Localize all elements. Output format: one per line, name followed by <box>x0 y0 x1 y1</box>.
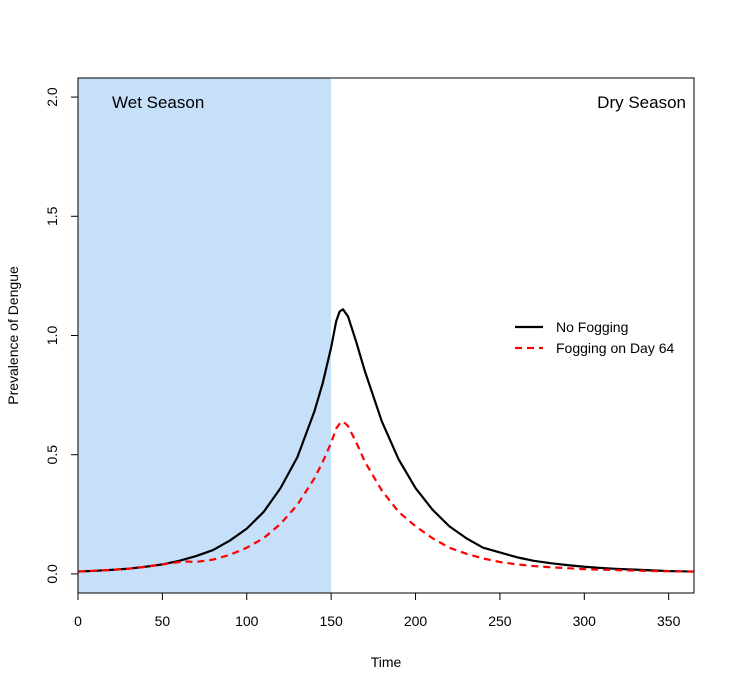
y-axis-title: Prevalence of Dengue <box>5 266 21 405</box>
series-lines <box>77 308 695 573</box>
x-tick-label: 150 <box>319 613 343 629</box>
dry-season-label: Dry Season <box>597 93 686 112</box>
wet-season-label: Wet Season <box>112 93 204 112</box>
x-tick-label: 0 <box>74 613 82 629</box>
season-regions <box>78 78 694 593</box>
x-tick-label: 250 <box>488 613 512 629</box>
x-tick-label: 50 <box>155 613 171 629</box>
x-tick-label: 300 <box>573 613 597 629</box>
legend-label-1: Fogging on Day 64 <box>556 340 675 356</box>
y-tick-label: 1.5 <box>44 206 60 226</box>
series-line-0 <box>77 308 695 573</box>
season-region-0 <box>78 78 332 593</box>
y-tick-label: 0.0 <box>44 564 60 584</box>
x-tick-label: 200 <box>404 613 428 629</box>
x-axis-title: Time <box>371 654 402 670</box>
legend-label-0: No Fogging <box>556 319 628 335</box>
y-tick-label: 2.0 <box>44 87 60 107</box>
legend: No Fogging Fogging on Day 64 <box>515 319 675 356</box>
x-tick-label: 100 <box>235 613 259 629</box>
y-tick-label: 0.5 <box>44 445 60 465</box>
season-region-1 <box>331 78 694 593</box>
region-labels: Wet Season Dry Season <box>112 93 686 112</box>
x-tick-label: 350 <box>657 613 681 629</box>
x-axis: 0 50 100 150 200 250 300 350 <box>74 593 681 629</box>
y-tick-label: 1.0 <box>44 326 60 346</box>
series-line-1 <box>77 420 695 573</box>
y-axis: 0.0 0.5 1.0 1.5 2.0 <box>44 87 78 584</box>
